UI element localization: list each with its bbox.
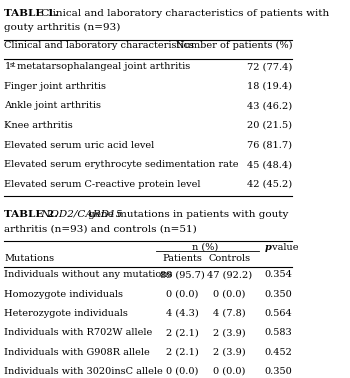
Text: Number of patients (%): Number of patients (%) — [176, 41, 292, 50]
Text: Elevated serum uric acid level: Elevated serum uric acid level — [4, 141, 155, 150]
Text: 1: 1 — [4, 62, 10, 71]
Text: Individuals with G908R allele: Individuals with G908R allele — [4, 348, 150, 357]
Text: Patients: Patients — [162, 254, 202, 262]
Text: Heterozygote individuals: Heterozygote individuals — [4, 309, 128, 318]
Text: Clinical and laboratory characteristics of patients with: Clinical and laboratory characteristics … — [37, 9, 329, 18]
Text: 18 (19.4): 18 (19.4) — [247, 82, 292, 91]
Text: 4 (7.8): 4 (7.8) — [213, 309, 245, 318]
Text: 0 (0.0): 0 (0.0) — [213, 367, 245, 376]
Text: NOD2/CARD15: NOD2/CARD15 — [37, 210, 122, 219]
Text: value: value — [270, 243, 299, 251]
Text: p: p — [264, 243, 271, 251]
Text: Elevated serum C-reactive protein level: Elevated serum C-reactive protein level — [4, 180, 201, 189]
Text: n (%): n (%) — [193, 243, 219, 251]
Text: 0.564: 0.564 — [265, 309, 292, 318]
Text: 0.354: 0.354 — [265, 270, 292, 279]
Text: TABLE 2.: TABLE 2. — [4, 210, 58, 219]
Text: metatarsophalangeal joint arthritis: metatarsophalangeal joint arthritis — [17, 62, 190, 71]
Text: 42 (45.2): 42 (45.2) — [247, 180, 292, 189]
Text: Individuals with 3020insC allele: Individuals with 3020insC allele — [4, 367, 163, 376]
Text: 0.350: 0.350 — [265, 290, 292, 299]
Text: 0.583: 0.583 — [265, 328, 292, 337]
Text: Individuals without any mutations: Individuals without any mutations — [4, 270, 173, 279]
Text: 45 (48.4): 45 (48.4) — [247, 160, 292, 169]
Text: gene mutations in patients with gouty: gene mutations in patients with gouty — [85, 210, 289, 219]
Text: 0.452: 0.452 — [265, 348, 292, 357]
Text: arthritis (n=93) and controls (n=51): arthritis (n=93) and controls (n=51) — [4, 224, 197, 233]
Text: 89 (95.7): 89 (95.7) — [160, 270, 204, 279]
Text: Individuals with R702W allele: Individuals with R702W allele — [4, 328, 153, 337]
Text: 4 (4.3): 4 (4.3) — [166, 309, 198, 318]
Text: Homozygote individuals: Homozygote individuals — [4, 290, 123, 299]
Text: 20 (21.5): 20 (21.5) — [247, 121, 292, 130]
Text: 0.350: 0.350 — [265, 367, 292, 376]
Text: TABLE 1.: TABLE 1. — [4, 9, 58, 18]
Text: Finger joint arthritis: Finger joint arthritis — [4, 82, 106, 91]
Text: 2 (2.1): 2 (2.1) — [166, 328, 198, 337]
Text: 47 (92.2): 47 (92.2) — [206, 270, 252, 279]
Text: st: st — [9, 62, 16, 70]
Text: 0 (0.0): 0 (0.0) — [166, 290, 198, 299]
Text: Knee arthritis: Knee arthritis — [4, 121, 73, 130]
Text: 2 (3.9): 2 (3.9) — [213, 328, 245, 337]
Text: 0 (0.0): 0 (0.0) — [166, 367, 198, 376]
Text: 43 (46.2): 43 (46.2) — [247, 101, 292, 110]
Text: 72 (77.4): 72 (77.4) — [247, 62, 292, 71]
Text: Clinical and laboratory characteristics: Clinical and laboratory characteristics — [4, 41, 194, 50]
Text: Ankle joint arthritis: Ankle joint arthritis — [4, 101, 101, 110]
Text: Elevated serum erythrocyte sedimentation rate: Elevated serum erythrocyte sedimentation… — [4, 160, 239, 169]
Text: 2 (3.9): 2 (3.9) — [213, 348, 245, 357]
Text: Controls: Controls — [208, 254, 250, 262]
Text: 0 (0.0): 0 (0.0) — [213, 290, 245, 299]
Text: 2 (2.1): 2 (2.1) — [166, 348, 198, 357]
Text: 76 (81.7): 76 (81.7) — [247, 141, 292, 150]
Text: gouty arthritis (n=93): gouty arthritis (n=93) — [4, 23, 121, 32]
Text: Mutations: Mutations — [4, 254, 55, 262]
